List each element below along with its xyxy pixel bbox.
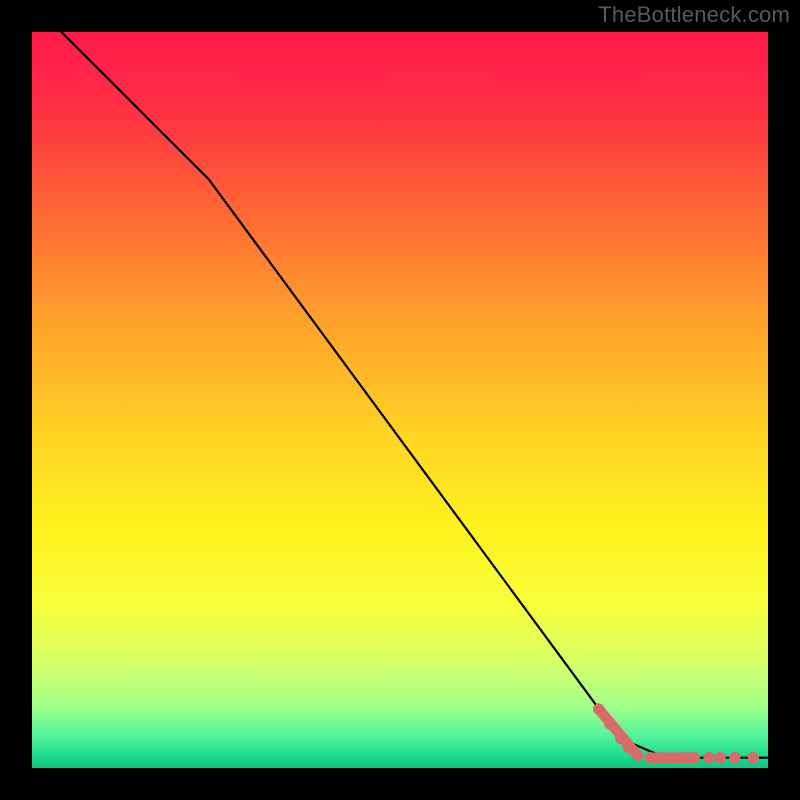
- watermark-text: TheBottleneck.com: [598, 2, 790, 28]
- data-point-marker: [730, 752, 740, 762]
- data-point-marker: [645, 752, 655, 762]
- data-point-marker: [678, 752, 688, 762]
- data-point-marker: [748, 752, 758, 762]
- data-point-marker: [667, 752, 677, 762]
- data-point-marker: [715, 752, 725, 762]
- data-point-marker: [633, 750, 643, 760]
- plot-background: [32, 32, 768, 768]
- data-point-marker: [616, 733, 626, 743]
- data-point-marker: [594, 704, 604, 714]
- data-point-marker: [623, 742, 633, 752]
- data-point-marker: [605, 719, 615, 729]
- data-point-marker: [656, 752, 666, 762]
- chart-frame: TheBottleneck.com: [0, 0, 800, 800]
- data-point-marker: [704, 752, 714, 762]
- data-point-marker: [689, 752, 699, 762]
- bottleneck-chart: [0, 0, 800, 800]
